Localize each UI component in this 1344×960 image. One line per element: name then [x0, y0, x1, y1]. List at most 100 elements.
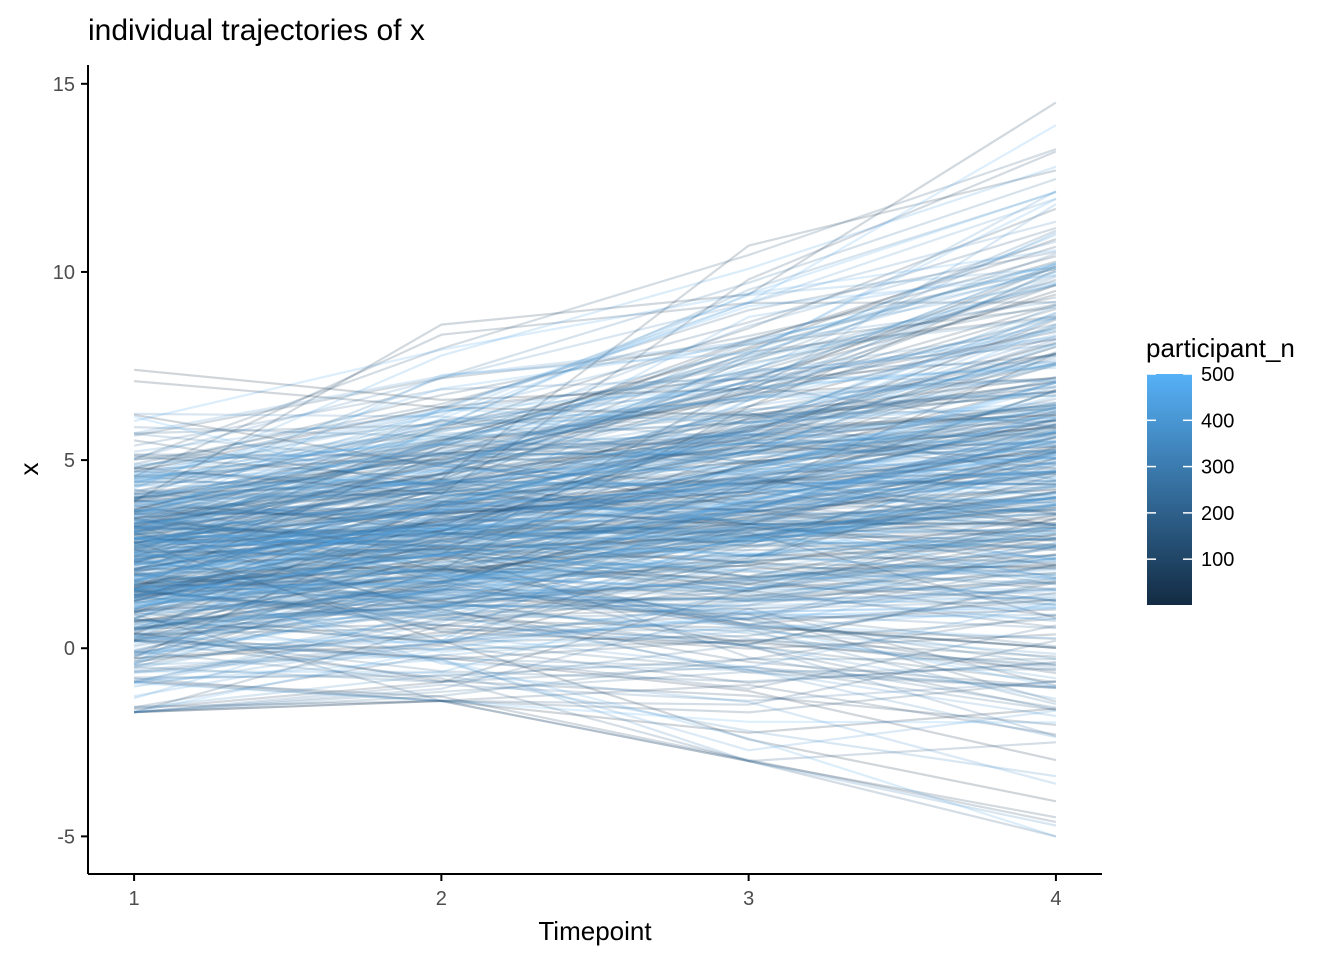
trajectory-line [134, 589, 1057, 687]
trajectory-line [134, 381, 1057, 496]
trajectory-line [133, 450, 1057, 605]
trajectory-line [133, 506, 1056, 593]
trajectory-line [134, 582, 1056, 613]
trajectory-line [133, 486, 1056, 565]
trajectory-line [134, 577, 1057, 616]
trajectory-line [134, 537, 1056, 557]
trajectory-line [133, 445, 1056, 566]
trajectory-line [133, 560, 1056, 632]
trajectory-line [134, 491, 1056, 513]
trajectory-line [133, 461, 1057, 508]
trajectory-line [134, 537, 1056, 558]
trajectory-line [134, 553, 1056, 591]
trajectory-line [133, 329, 1057, 473]
trajectory-line [134, 553, 1056, 610]
trajectory-line [134, 486, 1056, 516]
trajectory-line [133, 514, 1056, 630]
trajectory-line [134, 384, 1057, 465]
trajectory-line [133, 345, 1057, 525]
trajectory-line [134, 169, 1057, 481]
trajectory-line [133, 650, 1057, 712]
trajectory-line [134, 431, 1056, 471]
trajectory-line [134, 150, 1057, 496]
trajectory-line [134, 503, 1057, 674]
trajectory-line [133, 552, 1056, 594]
trajectory-line [133, 470, 1057, 638]
trajectory-line [133, 548, 1057, 703]
trajectory-line [133, 355, 1057, 556]
trajectory-line [133, 165, 1057, 490]
trajectory-line [134, 500, 1056, 529]
trajectory-line [133, 523, 1056, 579]
trajectory-line [133, 307, 1057, 536]
trajectory-line [133, 352, 1057, 461]
trajectory-line [134, 526, 1057, 596]
trajectory-line [133, 207, 1057, 493]
trajectory-line [134, 639, 1057, 762]
trajectory-line [133, 451, 1056, 603]
trajectory-line [134, 606, 1056, 644]
trajectory-line [134, 448, 1056, 503]
trajectory-line [134, 623, 1057, 672]
trajectory-line [134, 521, 1056, 552]
trajectory-line [133, 429, 1057, 643]
trajectory-line [134, 632, 1056, 661]
trajectory-line [134, 680, 1057, 823]
legend-label: 200 [1201, 503, 1234, 525]
trajectory-line [133, 518, 1057, 598]
trajectory-line [133, 411, 1057, 533]
trajectory-line [134, 453, 1056, 504]
trajectory-line [134, 470, 1056, 654]
trajectory-line [133, 453, 1057, 573]
trajectory-line [133, 338, 1057, 533]
trajectory-line [134, 496, 1056, 541]
trajectory-line [133, 611, 1056, 714]
trajectory-line [133, 414, 1056, 545]
trajectory-line [134, 415, 1057, 533]
trajectory-line [133, 589, 1056, 640]
trajectory-line [134, 512, 1056, 549]
trajectory-line [133, 316, 1057, 534]
trajectory-line [134, 470, 1057, 518]
trajectory-line [133, 408, 1056, 471]
trajectory-line [133, 265, 1057, 572]
trajectory-line [134, 469, 1056, 524]
trajectory-line [133, 440, 1057, 534]
trajectory-line [133, 263, 1057, 466]
trajectory-line [134, 445, 1057, 516]
trajectory-line [133, 431, 1057, 634]
trajectory-line [133, 275, 1057, 525]
trajectory-line [133, 376, 1057, 531]
trajectory-line [133, 471, 1057, 611]
trajectory-line [133, 314, 1057, 484]
trajectory-line [134, 503, 1057, 538]
trajectory-line [134, 498, 1056, 587]
trajectory-line [133, 524, 1057, 684]
trajectory-line [134, 571, 1056, 667]
trajectory-line [133, 296, 1057, 511]
trajectory-line [134, 385, 1057, 530]
trajectory-line [134, 554, 1056, 585]
y-tick-label: 10 [53, 262, 75, 284]
trajectory-line [134, 475, 1056, 523]
trajectory-line [133, 250, 1057, 470]
trajectory-line [133, 413, 1057, 545]
trajectory-line [133, 380, 1057, 584]
trajectory-line [133, 380, 1057, 591]
trajectory-line [133, 450, 1056, 512]
trajectory-line [133, 527, 1056, 591]
trajectory-line [133, 351, 1057, 655]
trajectory-line [133, 503, 1056, 632]
trajectory-line [134, 557, 1057, 616]
trajectory-line [133, 281, 1057, 453]
trajectory-line [133, 587, 1057, 738]
trajectory-line [133, 477, 1057, 603]
trajectory-line [134, 496, 1057, 605]
trajectory-line [134, 505, 1057, 590]
trajectory-line [134, 580, 1057, 648]
trajectory-line [133, 283, 1057, 528]
colorbar [1147, 374, 1192, 605]
trajectory-line [134, 605, 1057, 680]
trajectory-line [134, 636, 1057, 752]
